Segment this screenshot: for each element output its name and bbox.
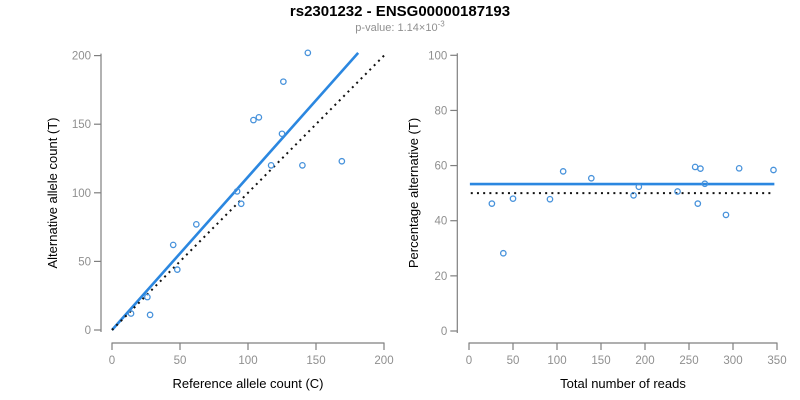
data-point <box>144 293 151 301</box>
data-point <box>674 188 681 195</box>
x-tick-label: 200 <box>374 355 393 367</box>
x-axis-title: Reference allele count (C) <box>172 376 323 391</box>
data-point <box>587 174 595 182</box>
data-point <box>338 157 346 165</box>
y-axis-title: Percentage alternative (T) <box>406 118 421 268</box>
data-point <box>192 221 200 228</box>
p-value-exponent: -3 <box>437 19 445 29</box>
figure-title: rs2301232 - ENSG00000187193 <box>289 3 511 20</box>
x-tick-label: 200 <box>635 355 654 367</box>
y-tick-label: 100 <box>428 50 447 62</box>
figure-subtitle: p-value: 1.14×10-3 <box>0 19 800 34</box>
data-point <box>546 195 554 203</box>
x-tick-label: 50 <box>174 355 187 367</box>
data-point <box>299 162 306 169</box>
x-tick-label: 150 <box>591 355 610 367</box>
x-tick-label: 250 <box>679 355 698 367</box>
y-tick-label: 80 <box>435 105 448 117</box>
data-point <box>169 241 177 249</box>
x-tick-label: 50 <box>507 355 520 367</box>
x-tick-label: 150 <box>306 355 325 367</box>
data-point <box>630 192 637 199</box>
x-tick-label: 100 <box>238 355 257 367</box>
data-point <box>499 249 507 257</box>
y-tick-label: 50 <box>78 256 91 268</box>
y-tick-label: 60 <box>435 161 448 173</box>
x-tick-label: 0 <box>109 355 115 367</box>
data-point <box>635 183 643 191</box>
y-tick-label: 20 <box>435 271 448 283</box>
data-point <box>691 163 699 171</box>
x-axis-title: Total number of reads <box>560 376 686 391</box>
data-point <box>237 200 245 208</box>
data-point <box>127 310 135 317</box>
data-point <box>509 195 517 203</box>
fit-line <box>111 51 360 331</box>
y-tick-label: 100 <box>72 188 91 200</box>
x-tick-label: 300 <box>723 355 742 367</box>
data-point <box>280 78 287 86</box>
data-point <box>697 165 704 172</box>
data-point <box>735 164 743 172</box>
x-tick-label: 350 <box>767 355 786 367</box>
data-point <box>173 266 181 273</box>
data-point <box>701 180 709 188</box>
panel-left: 0 50 100 150 200 0 50 100 150 200 Reference allele… <box>45 49 394 391</box>
data-point <box>255 113 263 121</box>
p-value-text: p-value: 1.14×10 <box>355 22 438 34</box>
y-tick-label: 0 <box>441 326 447 338</box>
x-tick-label: 100 <box>547 355 566 367</box>
y-tick-label: 150 <box>72 119 91 131</box>
identity-line <box>111 53 387 331</box>
data-point <box>694 200 702 207</box>
data-point <box>770 166 777 174</box>
data-point <box>722 211 730 219</box>
y-tick-label: 0 <box>85 325 91 337</box>
data-point <box>267 162 275 169</box>
data-point <box>278 130 286 138</box>
x-tick-label: 0 <box>466 355 472 367</box>
data-point <box>304 49 312 57</box>
y-tick-label: 40 <box>435 216 448 228</box>
data-point <box>559 168 567 175</box>
data-point <box>233 188 241 195</box>
y-tick-label: 200 <box>72 51 91 63</box>
y-axis-title: Alternative allele count (T) <box>45 117 60 268</box>
data-point <box>488 200 496 207</box>
data-point <box>250 116 257 124</box>
panel-right: 0 50 100 150 200 250 300 350 0 20 40 60 80 100 Total n… <box>406 50 787 391</box>
data-point <box>146 311 154 319</box>
